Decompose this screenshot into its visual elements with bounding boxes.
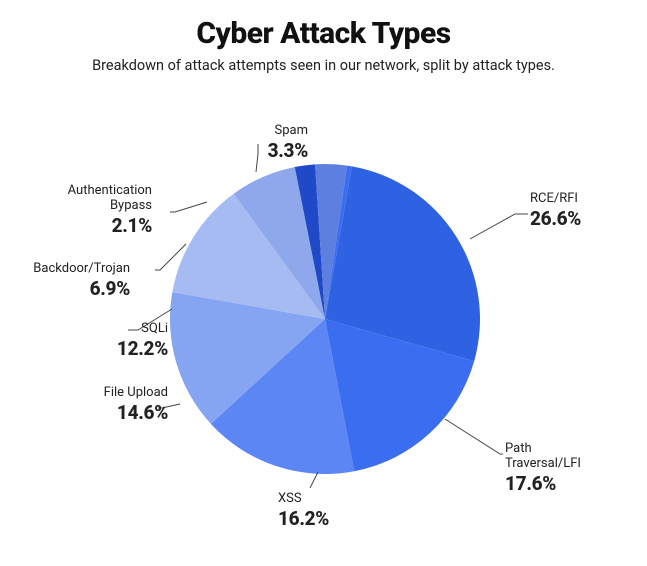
page-subtitle: Breakdown of attack attempts seen in our… [0, 57, 647, 74]
leader-line [170, 202, 207, 212]
slice-label: AuthenticationBypass2.1% [2, 184, 152, 237]
leader-line [445, 419, 503, 454]
slice-label: Backdoor/Trojan6.9% [0, 262, 130, 300]
slice-label: Spam3.3% [158, 124, 308, 162]
slice-label: XSS16.2% [278, 492, 329, 530]
page-title: Cyber Attack Types [0, 16, 647, 51]
leader-line [310, 472, 318, 488]
leader-line [470, 214, 528, 239]
slice-label: RCE/RFI26.6% [530, 192, 581, 230]
pie-chart: RCE/RFI26.6% PathTraversal/LFI17.6% XSS16.… [0, 84, 647, 554]
slice-label: File Upload14.6% [18, 386, 168, 424]
slice-label: PathTraversal/LFI17.6% [505, 442, 581, 495]
slice-label: SQLi12.2% [18, 322, 168, 360]
